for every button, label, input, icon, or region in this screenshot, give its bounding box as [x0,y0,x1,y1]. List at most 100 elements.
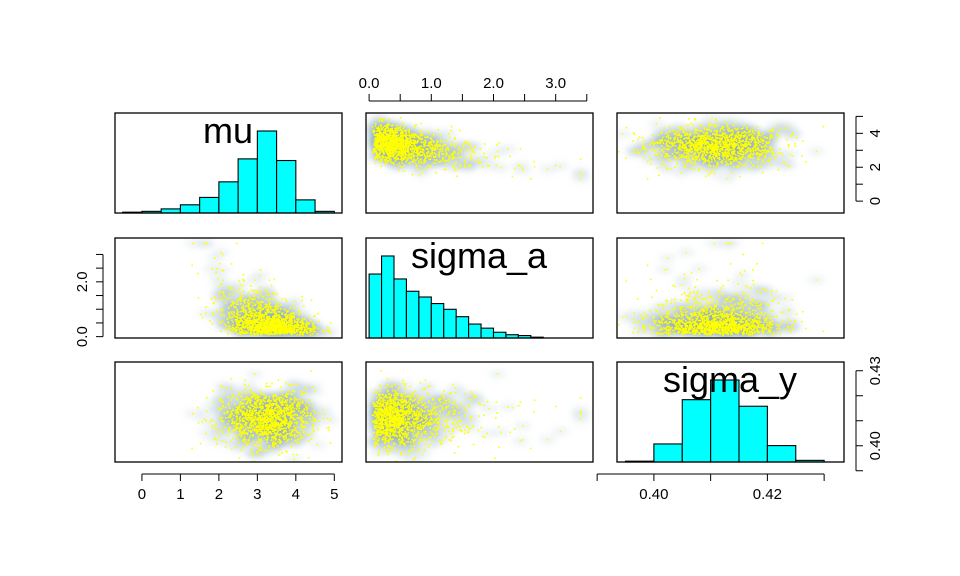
scatter-point [421,151,424,154]
scatter-point [694,144,697,146]
scatter-point [701,134,703,137]
scatter-point [384,156,386,158]
scatter-point [452,151,455,154]
scatter-point [653,150,656,152]
scatter-point [376,157,379,159]
scatter-point [402,139,405,142]
scatter-point [265,291,268,293]
scatter-point [390,154,392,157]
scatter-point [743,144,746,146]
scatter-point [666,145,668,147]
scatter-point [306,332,309,335]
scatter-point [387,152,389,155]
scatter-point [769,129,772,132]
scatter-point [386,153,389,156]
scatter-point [391,136,394,139]
scatter-point [671,141,673,144]
scatter-point [725,143,727,146]
scatter-point [467,164,470,167]
scatter-point [379,142,382,144]
scatter-point [754,146,757,149]
scatter-point [390,136,393,139]
scatter-point [419,136,422,139]
scatter-point [372,147,375,150]
scatter-point [400,130,403,132]
scatter-point [685,165,687,168]
scatter-point [381,146,383,148]
scatter-point [387,130,390,132]
scatter-point [730,138,733,141]
scatter-point [424,156,427,159]
scatter-point [396,131,399,134]
scatter-point [255,333,258,335]
scatter-point [706,146,708,149]
scatter-point [749,155,751,158]
scatter-point [700,140,703,143]
scatter-point [381,120,384,122]
scatter-point [704,128,706,130]
scatter-point [714,124,717,127]
scatter-point [711,147,714,150]
scatter-point [737,161,740,164]
scatter-point [784,128,787,131]
scatter-point [251,315,253,317]
scatter-point [649,158,652,161]
scatter-point [657,148,659,150]
scatter-point [382,144,385,147]
scatter-point [279,329,282,331]
scatter-point [765,145,768,148]
scatter-point [392,139,395,142]
scatter-point [751,135,754,137]
scatter-point [771,136,774,139]
scatter-point [711,142,714,144]
scatter-point [699,144,702,146]
scatter-point [699,149,702,151]
histogram-bar [295,199,316,214]
scatter-point [391,152,394,154]
scatter-point [723,153,726,156]
scatter-point [402,134,405,137]
scatter-point [447,147,449,150]
panel-frame [365,112,594,214]
scatter-point [235,290,238,293]
scatter-point [680,172,683,174]
scatter-point [442,144,445,146]
scatter-point [694,155,697,158]
scatter-point [696,155,698,158]
scatter-point [720,145,722,148]
scatter-point [716,150,719,152]
scatter-point [297,313,300,316]
scatter-point [754,149,757,152]
scatter-point [693,148,696,151]
scatter-point [260,315,262,317]
scatter-point [744,133,747,136]
scatter-point [692,137,695,140]
scatter-point [736,132,739,134]
scatter-point [405,143,408,145]
scatter-point [703,157,706,159]
scatter-point [701,156,704,159]
scatter-point [301,322,304,325]
scatter-point [756,149,758,151]
scatter-point [718,148,720,150]
scatter-point [689,141,691,143]
scatter-point [432,133,435,135]
scatter-point [715,149,718,151]
scatter-point [729,155,732,158]
scatter-point [470,155,473,158]
scatter-point [298,318,300,320]
scatter-point [402,136,404,139]
scatter-point [718,134,720,137]
scatter-point [700,156,703,159]
scatter-point [479,148,482,150]
scatter-point [711,117,713,119]
scatter-point [745,140,748,143]
scatter-point [739,175,741,178]
scatter-point [439,145,442,147]
scatter-point [239,297,241,300]
scatter-point [390,161,393,164]
scatter-point [424,141,427,144]
scatter-point [220,282,223,285]
scatter-point [379,132,382,134]
scatter-point [733,156,735,159]
